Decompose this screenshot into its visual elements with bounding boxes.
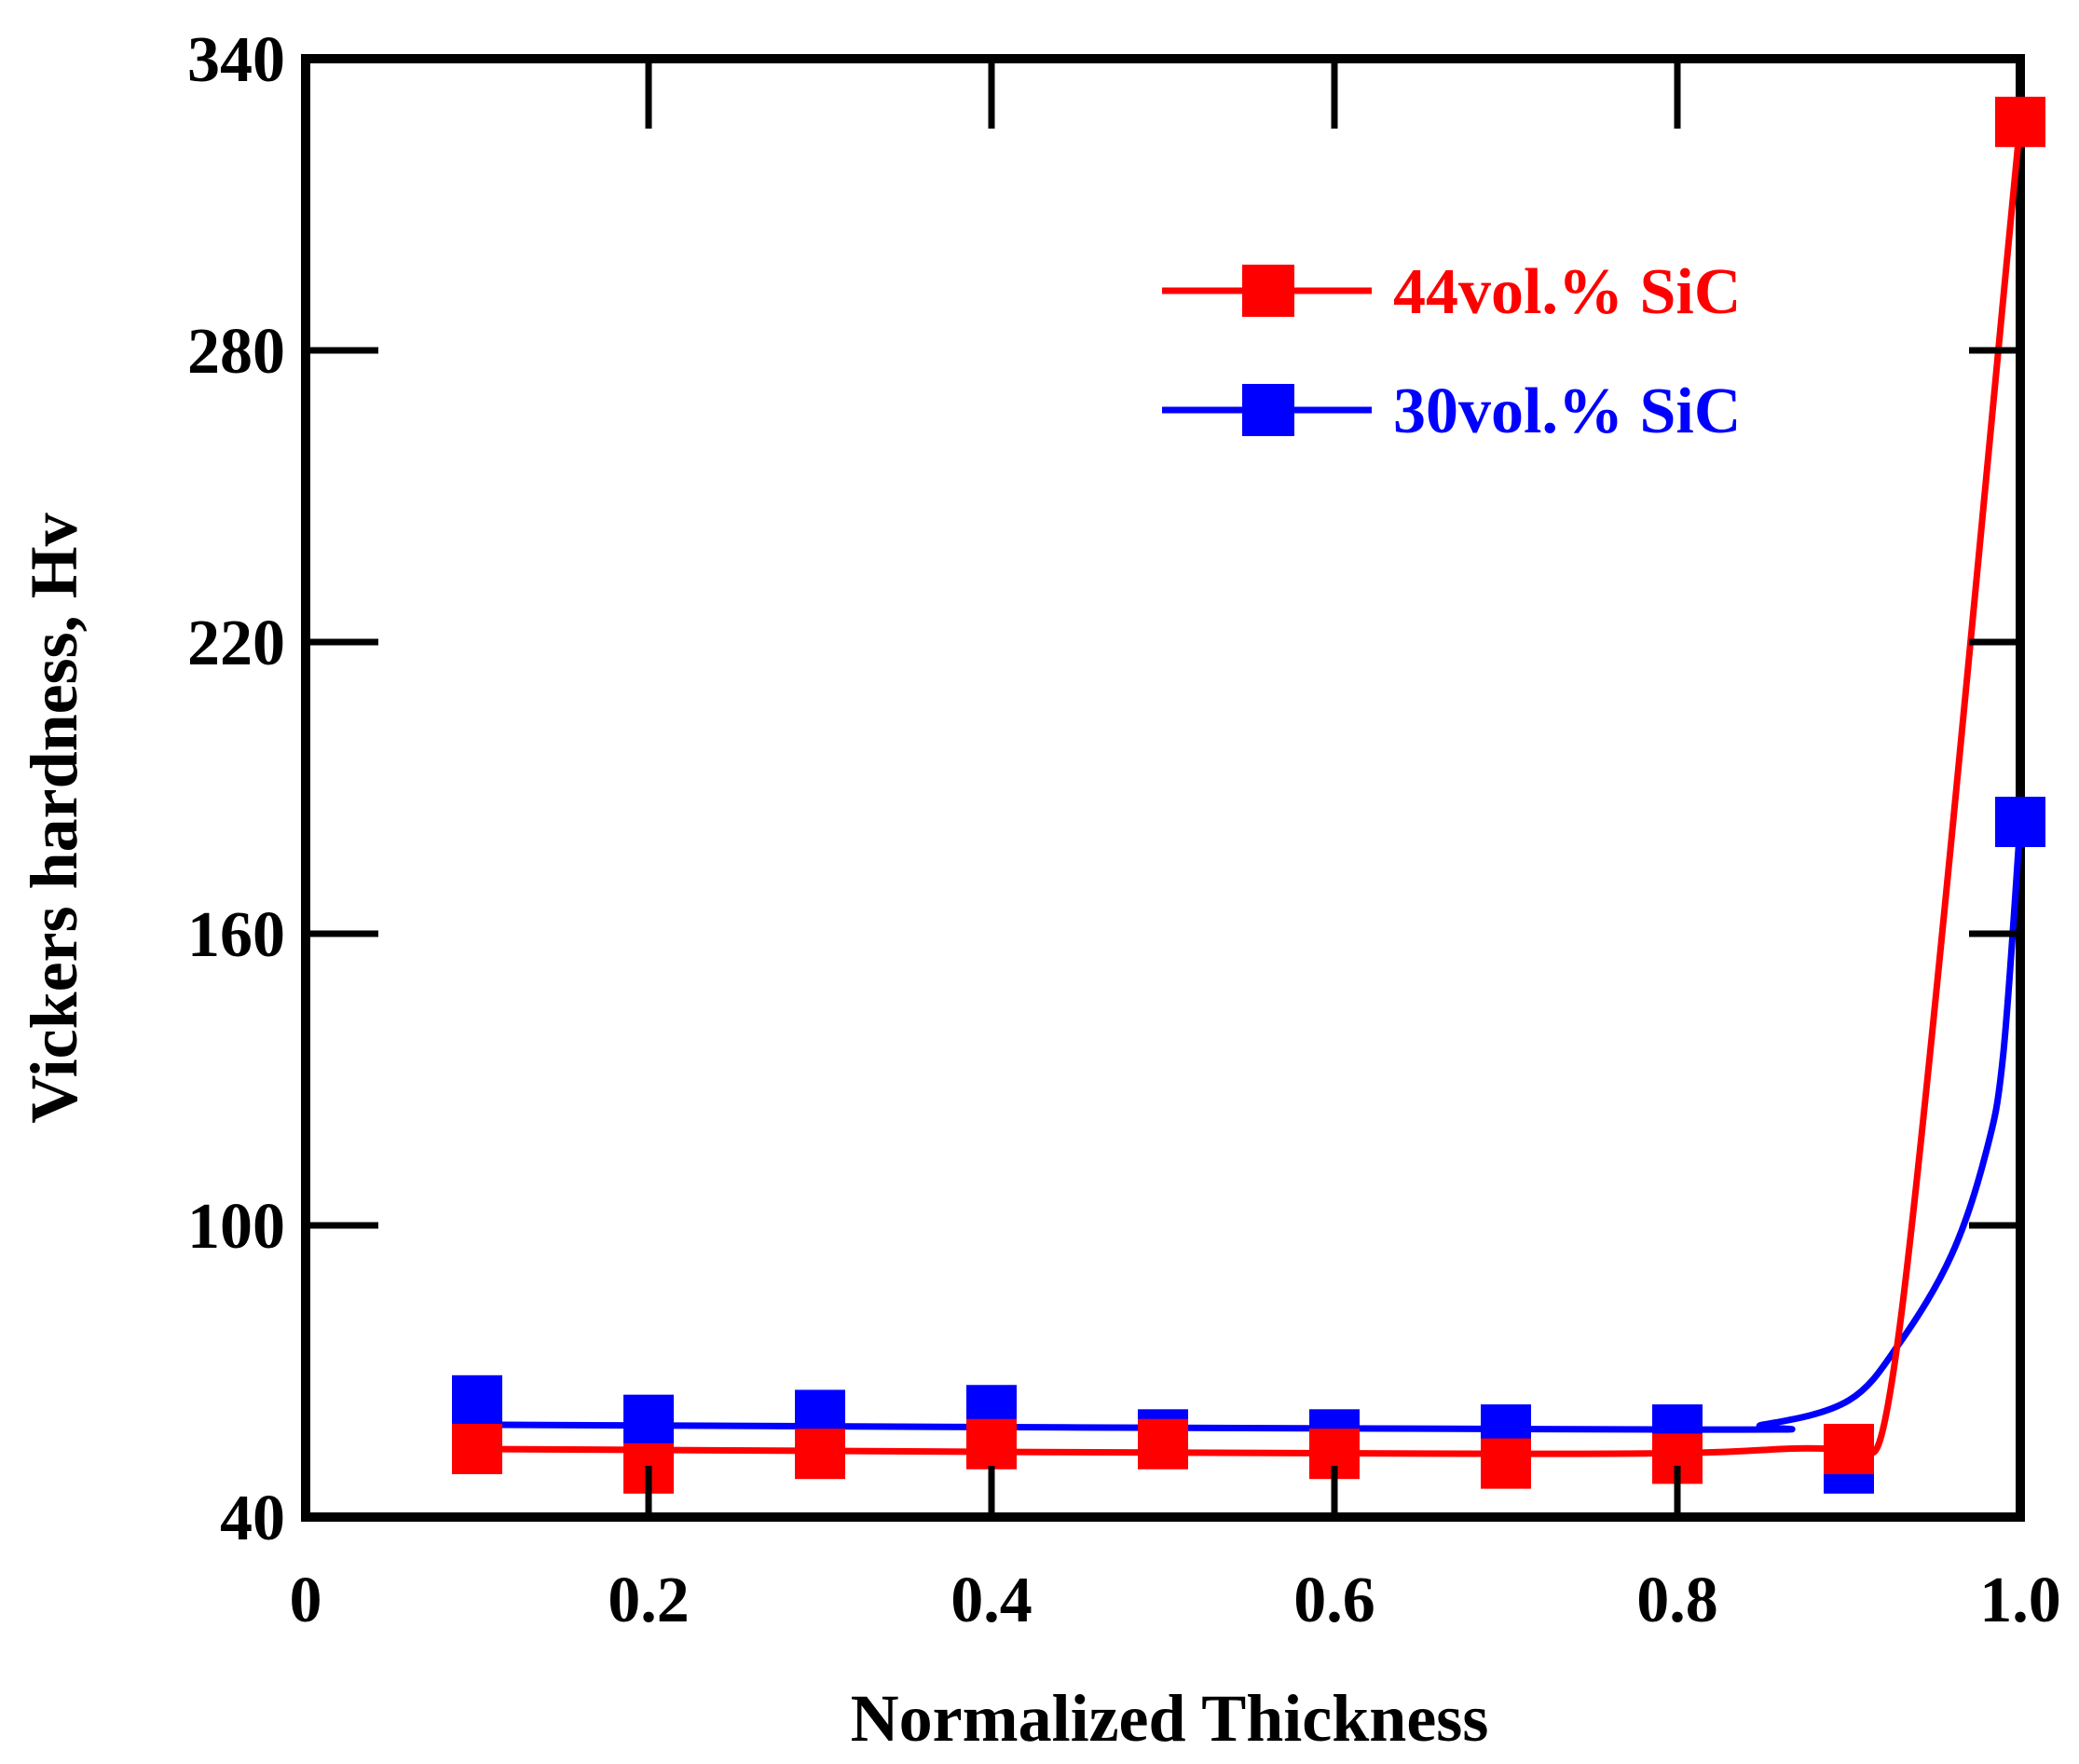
x-tick-label: 0 — [290, 1565, 322, 1636]
data-point-44vol-sic — [1138, 1418, 1188, 1470]
series-line-44vol-sic — [476, 121, 2024, 1457]
data-point-44vol-sic — [452, 1423, 502, 1474]
x-tick-label: 0.2 — [608, 1565, 690, 1636]
y-tick-label: 100 — [187, 1191, 285, 1263]
y-axis-title: Vickers hardness, Hv — [17, 513, 91, 1123]
data-point-44vol-sic — [1995, 96, 2045, 147]
data-point-44vol-sic — [795, 1429, 845, 1480]
plot-frame — [301, 54, 2025, 1522]
x-tick-label: 0.6 — [1293, 1565, 1375, 1636]
data-point-30vol-sic — [452, 1374, 502, 1426]
data-point-44vol-sic — [966, 1418, 1017, 1470]
data-point-44vol-sic — [1481, 1438, 1531, 1489]
data-point-44vol-sic — [1824, 1423, 1874, 1474]
legend-label: 44vol.% SiC — [1393, 256, 1741, 328]
series-line-30vol-sic — [476, 821, 2024, 1433]
data-point-30vol-sic — [623, 1394, 674, 1445]
data-point-30vol-sic — [1995, 797, 2045, 848]
legend-marker — [1242, 265, 1294, 317]
legend-label: 30vol.% SiC — [1393, 376, 1741, 447]
x-axis-title: Normalized Thickness — [851, 1681, 1489, 1756]
x-tick-label: 1.0 — [1979, 1565, 2061, 1636]
x-tick-label: 0.8 — [1636, 1565, 1718, 1636]
y-tick-label: 160 — [187, 899, 285, 971]
y-tick-label: 220 — [187, 608, 285, 679]
y-tick-label: 340 — [187, 24, 285, 96]
x-tick-label: 0.4 — [951, 1565, 1033, 1636]
y-tick-label: 40 — [220, 1483, 285, 1554]
y-tick-label: 280 — [187, 316, 285, 388]
legend-marker — [1242, 384, 1294, 436]
